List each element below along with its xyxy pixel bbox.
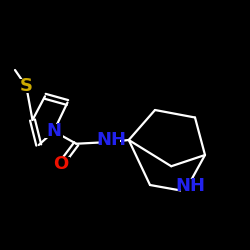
Text: S: S [20, 77, 33, 95]
FancyBboxPatch shape [18, 79, 35, 93]
FancyBboxPatch shape [102, 133, 120, 147]
FancyBboxPatch shape [45, 124, 62, 138]
FancyBboxPatch shape [52, 157, 70, 171]
Text: NH: NH [175, 177, 205, 195]
FancyBboxPatch shape [181, 179, 199, 193]
Text: O: O [54, 155, 69, 173]
Text: N: N [46, 122, 61, 140]
Text: NH: NH [96, 131, 126, 149]
